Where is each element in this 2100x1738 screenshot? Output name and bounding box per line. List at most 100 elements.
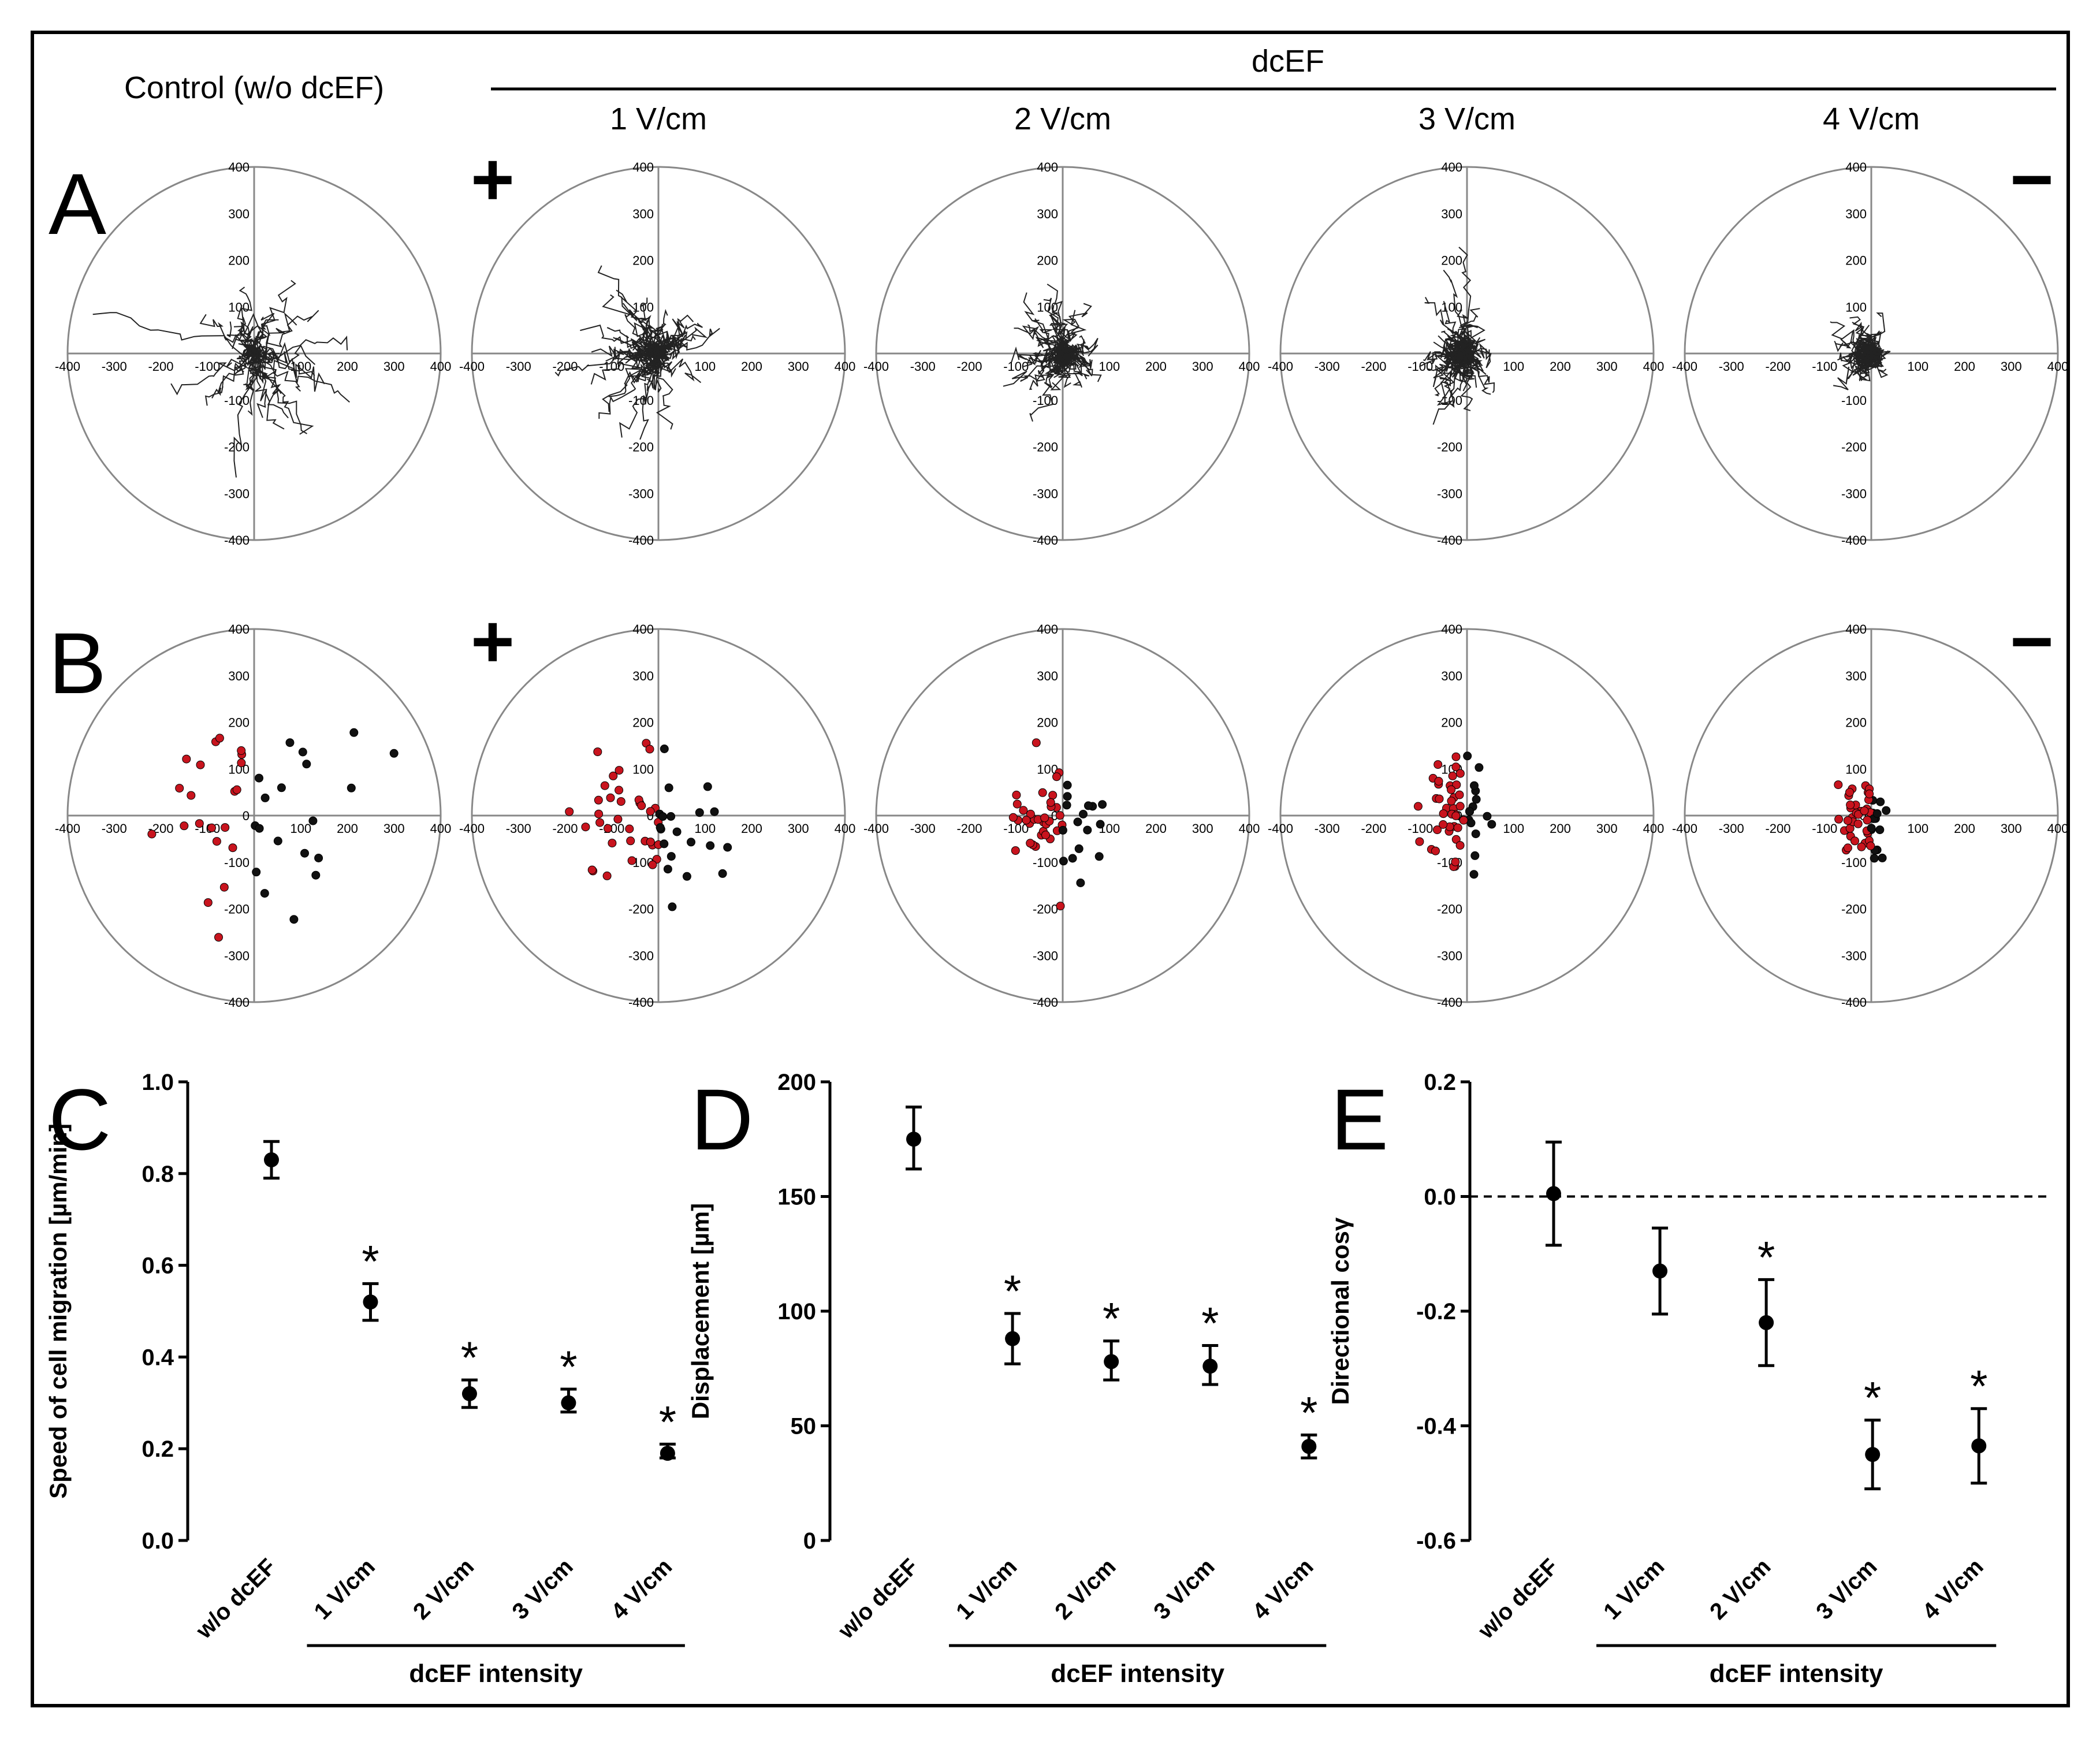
cell-trajectory — [639, 353, 659, 440]
polar-x-tick-label: 300 — [1596, 359, 1618, 374]
cell-trajectory — [254, 312, 275, 354]
endpoint-plot-2: -400-300-200-100100200300400400300200100… — [459, 622, 855, 1010]
cell-endpoint-dot — [1451, 812, 1461, 820]
cell-trajectory — [211, 346, 255, 399]
cell-trajectory — [602, 352, 665, 412]
polar-y-tick-label: -100 — [1841, 393, 1867, 408]
cell-endpoint-dot — [667, 812, 676, 821]
cell-endpoint-dot — [255, 773, 263, 783]
dcef-header: dcEF — [1252, 44, 1324, 79]
cell-endpoint-dot — [718, 869, 727, 878]
cell-trajectory — [199, 314, 255, 354]
cell-endpoint-dot — [1032, 738, 1041, 747]
polar-y-tick-label: -300 — [1437, 486, 1462, 501]
polar-x-tick-label: 100 — [1503, 359, 1524, 374]
cell-endpoint-dot — [645, 745, 654, 754]
cell-trajectory — [554, 351, 659, 377]
cell-endpoint-dot — [1038, 788, 1047, 797]
cell-endpoint-dot — [648, 860, 657, 869]
polar-x-tick-label: -200 — [956, 359, 982, 374]
polar-x-tick-label: -400 — [55, 359, 80, 374]
polar-y-tick-label: 100 — [632, 762, 654, 776]
cell-endpoint-dot — [1866, 842, 1875, 850]
polar-y-tick-label: -400 — [1033, 995, 1058, 1010]
polar-y-tick-label: 300 — [632, 207, 654, 221]
significance-star: * — [1970, 1361, 1987, 1412]
cell-endpoint-dot — [1471, 829, 1480, 839]
cell-endpoint-dot — [196, 760, 205, 769]
cell-endpoint-dot — [1876, 797, 1885, 806]
significance-star: * — [461, 1332, 478, 1383]
panel-letter-c: C — [49, 1071, 111, 1168]
y-axis-tick-label: 0.2 — [1424, 1070, 1456, 1095]
cell-trajectory — [226, 347, 256, 369]
minus-sign-a: − — [2010, 137, 2054, 221]
cell-trajectory — [250, 353, 285, 430]
y-axis-tick-label: 0.0 — [142, 1528, 174, 1554]
cell-endpoint-dot — [1012, 790, 1021, 799]
cell-endpoint-dot — [1059, 857, 1068, 866]
polar-y-tick-label: -100 — [1437, 393, 1462, 408]
data-point — [1865, 1447, 1881, 1462]
cell-endpoint-dot — [1472, 795, 1481, 804]
cell-endpoint-dot — [1439, 820, 1448, 829]
polar-y-tick-label: -400 — [1033, 533, 1058, 548]
cell-endpoint-dot — [1098, 800, 1107, 809]
cell-endpoint-dot — [1063, 792, 1072, 801]
cell-endpoint-dot — [1872, 809, 1882, 818]
panel-letter-a: A — [49, 155, 106, 252]
polar-x-tick-label: -200 — [1765, 359, 1790, 374]
cell-endpoint-dot — [1455, 769, 1465, 778]
cell-endpoint-dot — [1019, 806, 1028, 815]
cell-trajectory — [1443, 301, 1468, 354]
cell-trajectory — [1062, 337, 1099, 360]
polar-x-tick-label: 300 — [788, 821, 809, 836]
cell-endpoint-dot — [232, 785, 241, 794]
x-axis-label: dcEF intensity — [1710, 1659, 1883, 1688]
polar-y-tick-label: 400 — [1441, 622, 1462, 637]
cell-trajectory — [1451, 348, 1471, 383]
cell-endpoint-dot — [1055, 811, 1064, 820]
cell-endpoint-dot — [646, 838, 655, 847]
cell-endpoint-dot — [285, 738, 295, 747]
significance-star: * — [659, 1396, 676, 1447]
trajectory-plot-4: -400 -300 -200 -100 100 200 300 400 400 300 200 100… — [1268, 160, 1664, 548]
cell-trajectory — [254, 351, 315, 376]
cell-endpoint-dot — [1052, 772, 1061, 781]
cell-endpoint-dot — [615, 766, 624, 775]
cell-endpoint-dot — [595, 818, 605, 827]
cell-endpoint-dot — [608, 839, 617, 848]
cell-trajectory — [1852, 349, 1872, 376]
cell-trajectory — [204, 348, 259, 406]
polar-y-tick-label: 300 — [1037, 207, 1058, 221]
cell-endpoint-dot — [207, 823, 216, 832]
polar-x-tick-label: 100 — [1907, 821, 1928, 836]
polar-x-tick-label: 200 — [1145, 821, 1167, 836]
cell-endpoint-dot — [594, 795, 603, 805]
cell-endpoint-dot — [1469, 870, 1479, 879]
y-axis-tick-label: 0.0 — [1424, 1185, 1456, 1210]
polar-y-tick-label: -400 — [628, 995, 654, 1010]
polar-row-trajectories: -400 -300 -200 -100 100 200 300 400 400 300 200 100… — [55, 160, 2068, 548]
polar-x-tick-label: 400 — [835, 821, 856, 836]
cell-endpoint-dot — [1040, 813, 1049, 823]
polar-y-tick-label: -200 — [1437, 902, 1462, 917]
data-point — [1202, 1359, 1218, 1374]
polar-y-tick-label: 400 — [1037, 622, 1058, 637]
polar-y-tick-label: 200 — [1037, 716, 1058, 730]
polar-x-tick-label: -400 — [1268, 359, 1293, 374]
y-axis-tick-label: 50 — [791, 1414, 817, 1439]
header: Control (w/o dcEF) dcEF 1 V/cm 2 V/cm 3 … — [124, 44, 2056, 136]
cell-endpoint-dot — [594, 809, 604, 818]
intensity-header-2: 2 V/cm — [1014, 102, 1111, 136]
cell-endpoint-dot — [703, 782, 712, 791]
cell-endpoint-dot — [1857, 842, 1866, 851]
cell-endpoint-dot — [260, 889, 269, 898]
cell-endpoint-dot — [1447, 797, 1456, 806]
cell-endpoint-dot — [1834, 780, 1843, 790]
cell-endpoint-dot — [660, 745, 669, 753]
cell-endpoint-dot — [1011, 846, 1020, 855]
polar-y-tick-label: 200 — [632, 254, 654, 268]
polar-x-tick-label: 300 — [383, 359, 405, 374]
cell-endpoint-dot — [1046, 798, 1055, 807]
